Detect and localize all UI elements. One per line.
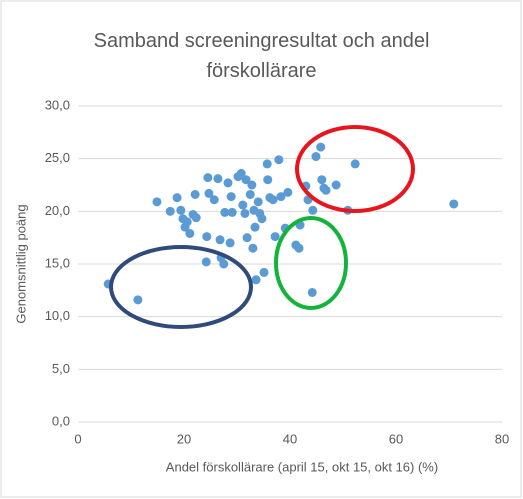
point — [253, 197, 263, 207]
point — [238, 200, 248, 210]
point — [270, 232, 280, 242]
red-ellipse — [295, 125, 415, 213]
point — [152, 197, 162, 207]
point — [209, 195, 219, 205]
y-tick-label: 20,0 — [45, 203, 70, 218]
point — [245, 189, 255, 199]
point — [215, 235, 225, 245]
point — [133, 295, 143, 305]
y-tick-label: 0,0 — [52, 413, 70, 428]
point — [172, 193, 182, 203]
green-ellipse — [274, 216, 348, 310]
x-tick-label: 40 — [283, 431, 297, 446]
point — [308, 205, 318, 215]
point — [227, 207, 237, 217]
point — [182, 217, 192, 227]
point — [190, 189, 200, 199]
point — [350, 159, 360, 169]
point — [201, 257, 211, 267]
point — [241, 175, 251, 185]
point — [191, 213, 201, 223]
x-tick-label: 20 — [177, 431, 191, 446]
y-tick-label: 30,0 — [45, 97, 70, 112]
point — [307, 287, 317, 297]
point — [223, 178, 233, 188]
point — [274, 155, 284, 165]
x-tick-label: 80 — [495, 431, 509, 446]
point — [262, 159, 272, 169]
point — [202, 232, 212, 242]
point — [263, 175, 273, 185]
point — [185, 228, 195, 238]
point — [213, 174, 223, 184]
point — [204, 188, 214, 198]
point — [176, 205, 186, 215]
y-tick-label: 5,0 — [52, 361, 70, 376]
y-tick-label: 10,0 — [45, 308, 70, 323]
blue-ellipse — [109, 245, 253, 329]
point — [321, 185, 331, 195]
point — [311, 152, 321, 162]
point — [268, 195, 278, 205]
y-axis-label: Genomsnittlig poäng — [13, 204, 28, 323]
point — [165, 206, 175, 216]
x-axis-label: Andel förskollärare (april 15, okt 15, o… — [166, 459, 438, 474]
point — [257, 214, 267, 224]
point — [316, 142, 326, 152]
point — [242, 233, 252, 243]
chart-title: Samband screeningresultat och andel förs… — [93, 30, 430, 82]
point — [259, 267, 269, 277]
point — [276, 192, 286, 202]
y-tick-label: 15,0 — [45, 255, 70, 270]
point — [247, 180, 257, 190]
point — [449, 199, 459, 209]
point — [240, 208, 250, 218]
point — [317, 175, 327, 185]
point — [283, 187, 293, 197]
point — [220, 207, 230, 217]
point — [248, 243, 258, 253]
point — [203, 173, 213, 183]
x-tick-label: 0 — [74, 431, 81, 446]
point — [250, 222, 260, 232]
y-tick-label: 25,0 — [45, 150, 70, 165]
point — [331, 180, 341, 190]
point — [226, 192, 236, 202]
point — [251, 275, 261, 285]
x-tick-label: 60 — [389, 431, 403, 446]
point — [294, 243, 304, 253]
point — [225, 238, 235, 248]
plot: 0,0 5,0 10,0 15,0 20,0 25,0 30,0 0 20 40 60 80 — [45, 97, 510, 446]
point — [236, 168, 246, 178]
point — [219, 259, 229, 269]
